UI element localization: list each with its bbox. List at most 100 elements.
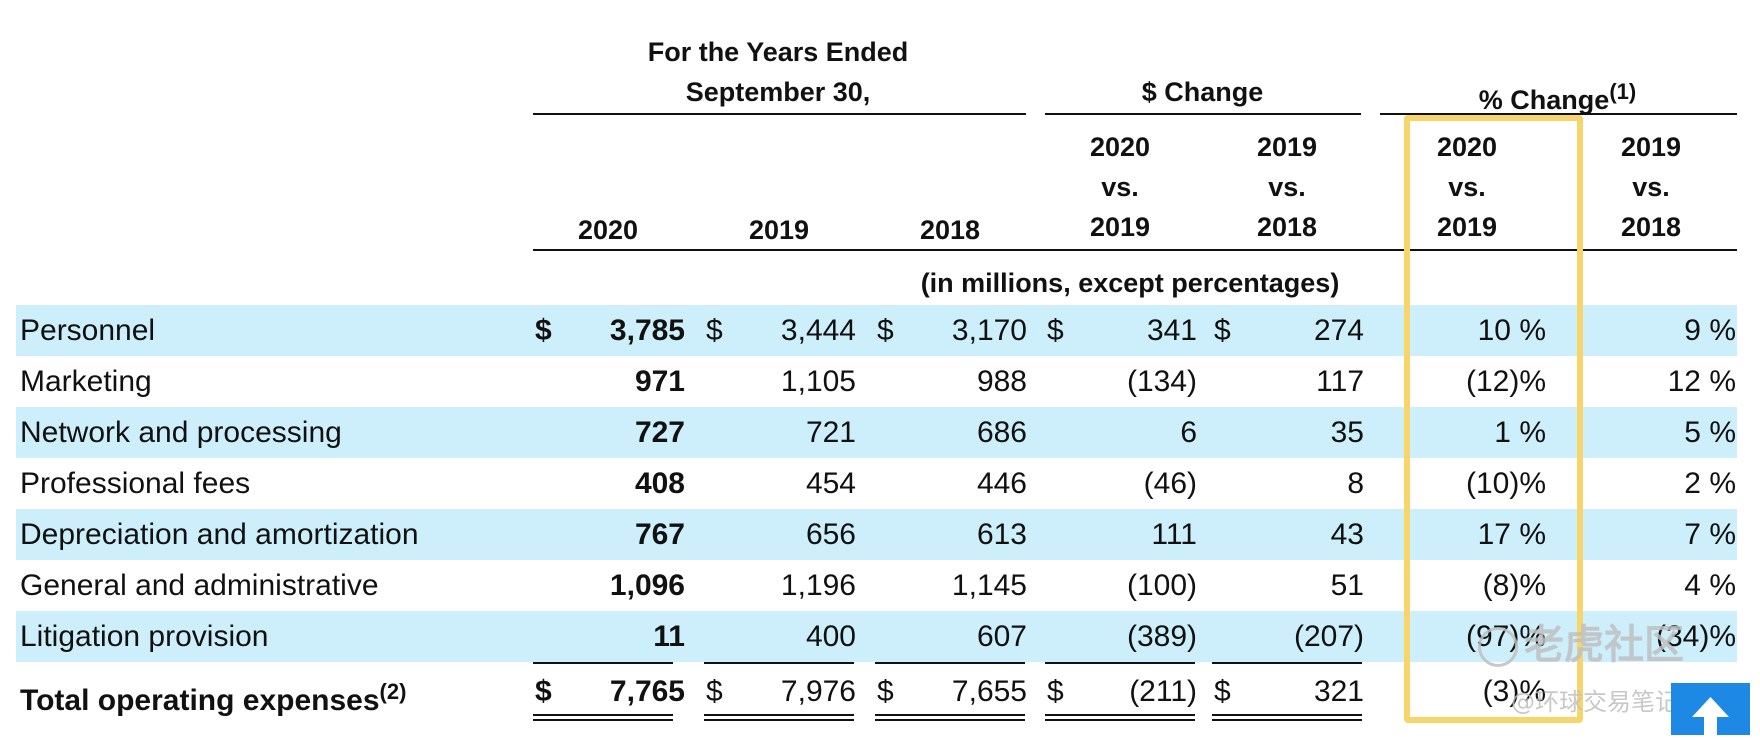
units-note: (in millions, except percentages)	[920, 268, 1340, 298]
pct-change-2020-vs-2019: (8)%	[1482, 569, 1546, 602]
total-dbl-rule-2018	[875, 714, 1025, 721]
dollar-change-2019-vs-2018: 35	[1330, 416, 1364, 449]
value-2020: 11	[653, 620, 685, 653]
total-2018: 7,655	[951, 675, 1027, 708]
pc1-line3: 2019	[1436, 212, 1498, 242]
value-2019: 1,196	[780, 569, 856, 602]
pc1-line2: vs.	[1448, 172, 1486, 202]
dc1-line3: 2019	[1089, 212, 1151, 242]
row-band-depreciation	[16, 509, 1737, 560]
total-2019: 7,976	[780, 675, 856, 708]
years-header-line1: For the Years Ended	[647, 37, 909, 67]
currency-sign: $	[1214, 314, 1231, 347]
dc2-line1: 2019	[1256, 132, 1318, 162]
years-header-rule	[533, 113, 1026, 115]
watermark-logo: 老虎社区	[1478, 612, 1684, 670]
dollar-change-2019-vs-2018: (207)	[1293, 620, 1364, 653]
pct-change-footnote: (1)	[1609, 79, 1637, 104]
dollar-change-2019-vs-2018: 43	[1330, 518, 1364, 551]
pct-change-2019-vs-2018: 7 %	[1684, 518, 1736, 551]
pct-change-2020-vs-2019: (10)%	[1465, 467, 1546, 500]
row-label: Depreciation and amortization	[20, 518, 419, 551]
total-label-text: Total operating expenses	[20, 684, 380, 717]
total-label: Total operating expenses(2)	[20, 666, 406, 717]
currency-sign: $	[1047, 675, 1064, 708]
total-dollar-change-2019: 321	[1313, 675, 1364, 708]
value-2020: 767	[634, 518, 685, 551]
pct-change-2019-vs-2018: 9 %	[1684, 314, 1736, 347]
dollar-change-rule	[1045, 113, 1361, 115]
value-2020: 727	[634, 416, 685, 449]
arrow-up-icon	[1692, 697, 1729, 735]
total-footnote: (2)	[379, 679, 407, 704]
years-header-line2: September 30,	[685, 77, 871, 107]
dollar-change-col2: 2019 vs. 2018	[1212, 127, 1362, 247]
pc2-line1: 2019	[1620, 132, 1682, 162]
dollar-change-col1: 2020 vs. 2019	[1045, 127, 1195, 247]
column-header-rule	[533, 249, 1737, 251]
dollar-change-2019-vs-2018: 51	[1330, 569, 1364, 602]
currency-sign: $	[535, 314, 552, 347]
table-row: Litigation provision 11 400 607 (389) (207) (9…	[16, 611, 1737, 662]
value-2018: 446	[976, 467, 1027, 500]
currency-sign: $	[1047, 314, 1064, 347]
table-row: Professional fees 408 454 446 (46) 8 (10)% 2 %	[16, 458, 1737, 509]
row-label: Marketing	[20, 365, 152, 398]
scroll-to-top-button[interactable]	[1671, 683, 1750, 735]
total-dollar-change-2020: (211)	[1129, 675, 1197, 708]
total-2020: 7,765	[609, 675, 685, 708]
table-row: Marketing 971 1,105 988 (134) 117 (12)% 12 %	[16, 356, 1737, 407]
row-label: Network and processing	[20, 416, 342, 449]
watermark-handle: @环球交易笔记	[1511, 688, 1679, 716]
total-dbl-rule-dc1	[1045, 714, 1195, 721]
pc1-line1: 2020	[1436, 132, 1498, 162]
dollar-change-2020-vs-2019: 111	[1151, 518, 1197, 551]
value-2019: 721	[805, 416, 856, 449]
pct-change-2020-vs-2019: (12)%	[1465, 365, 1546, 398]
table-row: Network and processing 727 721 686 6 35 1 % 5 %	[16, 407, 1737, 458]
col-header-2018: 2018	[919, 215, 981, 245]
pct-change-2019-vs-2018: (34)%	[1655, 620, 1736, 653]
currency-sign: $	[706, 314, 723, 347]
value-2019: 656	[805, 518, 856, 551]
pct-change-2020-vs-2019: 10 %	[1477, 314, 1546, 347]
row-band-network	[16, 407, 1737, 458]
value-2018: 686	[976, 416, 1027, 449]
pct-change-2019-vs-2018: 5 %	[1684, 416, 1736, 449]
pct-change-label: % Change	[1478, 85, 1610, 115]
row-label: Litigation provision	[20, 620, 269, 653]
dc2-line2: vs.	[1268, 172, 1306, 202]
value-2020: 971	[634, 365, 685, 398]
table-row: General and administrative 1,096 1,196 1,14…	[16, 560, 1737, 611]
pct-change-2019-vs-2018: 12 %	[1667, 365, 1736, 398]
value-2018: 3,170	[951, 314, 1027, 347]
total-dbl-rule-2020	[533, 714, 673, 721]
pct-change-2020-vs-2019: 17 %	[1477, 518, 1546, 551]
value-2019: 400	[805, 620, 856, 653]
pct-change-rule	[1380, 113, 1737, 115]
pct-change-col2: 2019 vs. 2018	[1576, 127, 1726, 247]
total-pct-change-2020: (3)%	[1482, 675, 1546, 708]
dc1-line1: 2020	[1089, 132, 1151, 162]
total-row: Total operating expenses(2) $ 7,765 $ 7,…	[16, 666, 1737, 717]
value-2020: 408	[634, 467, 685, 500]
value-2019: 454	[805, 467, 856, 500]
currency-sign: $	[877, 314, 894, 347]
subtotal-rule-dc1	[1045, 662, 1195, 664]
pct-change-2019-vs-2018: 2 %	[1684, 467, 1736, 500]
dc1-line2: vs.	[1101, 172, 1139, 202]
pct-change-header: % Change(1)	[1380, 72, 1735, 120]
pct-change-col1: 2020 vs. 2019	[1392, 127, 1542, 247]
currency-sign: $	[706, 675, 723, 708]
dollar-change-2020-vs-2019: (100)	[1126, 569, 1197, 602]
currency-sign: $	[535, 675, 552, 708]
watermark-circle-icon	[1478, 627, 1518, 667]
row-band-litigation	[16, 611, 1737, 662]
col-header-2020: 2020	[577, 215, 639, 245]
total-dbl-rule-2019	[704, 714, 854, 721]
table-row: Depreciation and amortization 767 656 613 11…	[16, 509, 1737, 560]
dollar-change-2020-vs-2019: 341	[1146, 314, 1197, 347]
currency-sign: $	[1214, 675, 1231, 708]
dc2-line3: 2018	[1256, 212, 1318, 242]
pct-change-2019-vs-2018: 4 %	[1684, 569, 1736, 602]
